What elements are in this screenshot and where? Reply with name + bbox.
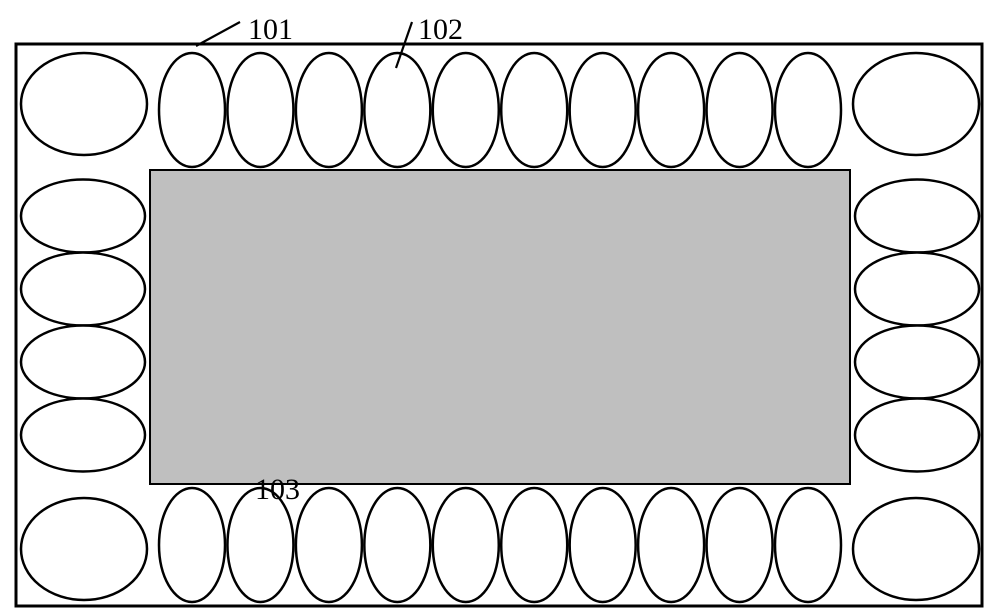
right-ellipse [855,326,979,399]
top-ellipse [570,53,636,167]
corner-ellipse-bl [21,498,147,600]
left-ellipse [21,180,145,253]
bottom-ellipse [707,488,773,602]
left-ellipse [21,399,145,472]
top-ellipse [296,53,362,167]
bottom-ellipse [159,488,225,602]
top-ellipse [775,53,841,167]
top-ellipse [433,53,499,167]
corner-ellipse-br [853,498,979,600]
right-ellipse [855,253,979,326]
bottom-ellipse [775,488,841,602]
top-ellipse [501,53,567,167]
right-ellipse [855,399,979,472]
bottom-ellipse [433,488,499,602]
left-ellipse [21,326,145,399]
top-ellipse [364,53,430,167]
corner-ellipse-tr [853,53,979,155]
bottom-ellipse [296,488,362,602]
label-102: 102 [418,13,463,46]
top-ellipse [707,53,773,167]
bottom-ellipse [638,488,704,602]
bottom-ellipse [364,488,430,602]
inner-rect [150,170,850,484]
label-101: 101 [248,13,293,46]
top-ellipse [159,53,225,167]
label-103: 103 [255,473,300,506]
corner-ellipse-tl [21,53,147,155]
top-ellipse [638,53,704,167]
bottom-ellipse [501,488,567,602]
right-ellipse [855,180,979,253]
bottom-ellipse [570,488,636,602]
top-ellipse [227,53,293,167]
left-ellipse [21,253,145,326]
